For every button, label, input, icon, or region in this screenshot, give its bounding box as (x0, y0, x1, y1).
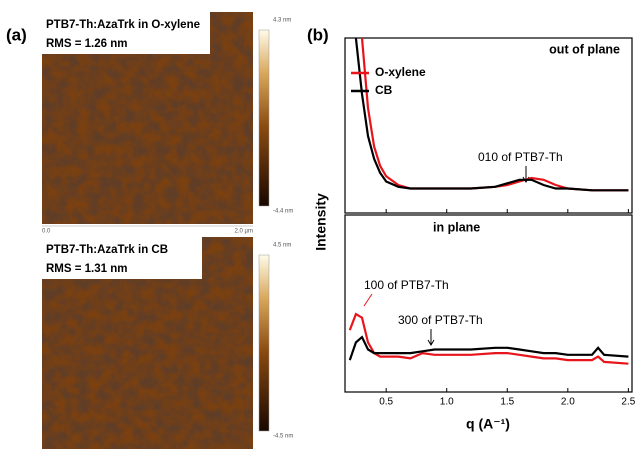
x-tick-label: 1.5 (500, 397, 514, 408)
color-bar (258, 254, 270, 432)
x-tick-label: 1.0 (440, 397, 454, 408)
afm-title: PTB7-Th:AzaTrk in O-xylene (46, 19, 200, 31)
peak-label: 100 of PTB7-Th (364, 278, 449, 292)
data-line (354, 38, 629, 192)
panel-label: (a) (6, 25, 27, 44)
panel-annotation: in plane (433, 220, 480, 234)
scale-max: 4.3 nm (273, 18, 291, 24)
x-tick-label: 0.5 (379, 397, 393, 408)
arrow-head (427, 339, 435, 346)
panel-label: (b) (307, 25, 329, 44)
x-tick-label: 2.0 (561, 397, 575, 408)
panel-annotation: out of plane (549, 42, 620, 56)
charts: O-xylene CB 0.5 1.0 1.5 2.0 2.5 (344, 37, 636, 408)
scale-max: 4.5 nm (273, 243, 291, 249)
peak-label: 300 of PTB7-Th (398, 313, 483, 327)
plot-frame (344, 214, 633, 393)
afm-title: PTB7-Th:AzaTrk in CB (46, 244, 168, 256)
data-line (348, 312, 629, 365)
plot-frame (344, 37, 633, 214)
scale-min: -4.5 nm (273, 434, 293, 440)
afm-rms: RMS = 1.26 nm (46, 38, 128, 50)
color-bar (258, 29, 270, 207)
x-tick-label: 2.5 (621, 397, 635, 408)
scale-min: -4.4 nm (273, 209, 293, 215)
title-box (42, 237, 202, 279)
data-line (348, 335, 629, 361)
x-end: 2.0 µm (235, 229, 253, 235)
x-start: 0.0 (42, 229, 51, 235)
title-box (42, 12, 210, 54)
arrow (363, 293, 373, 307)
x-axis-label: q (A⁻¹) (466, 416, 510, 432)
y-axis-label: Intensity (313, 193, 329, 251)
legend-label: CB (375, 83, 393, 97)
peak-label: 010 of PTB7-Th (478, 150, 563, 164)
afm-rms: RMS = 1.31 nm (46, 263, 128, 275)
legend-label: O-xylene (375, 65, 426, 79)
